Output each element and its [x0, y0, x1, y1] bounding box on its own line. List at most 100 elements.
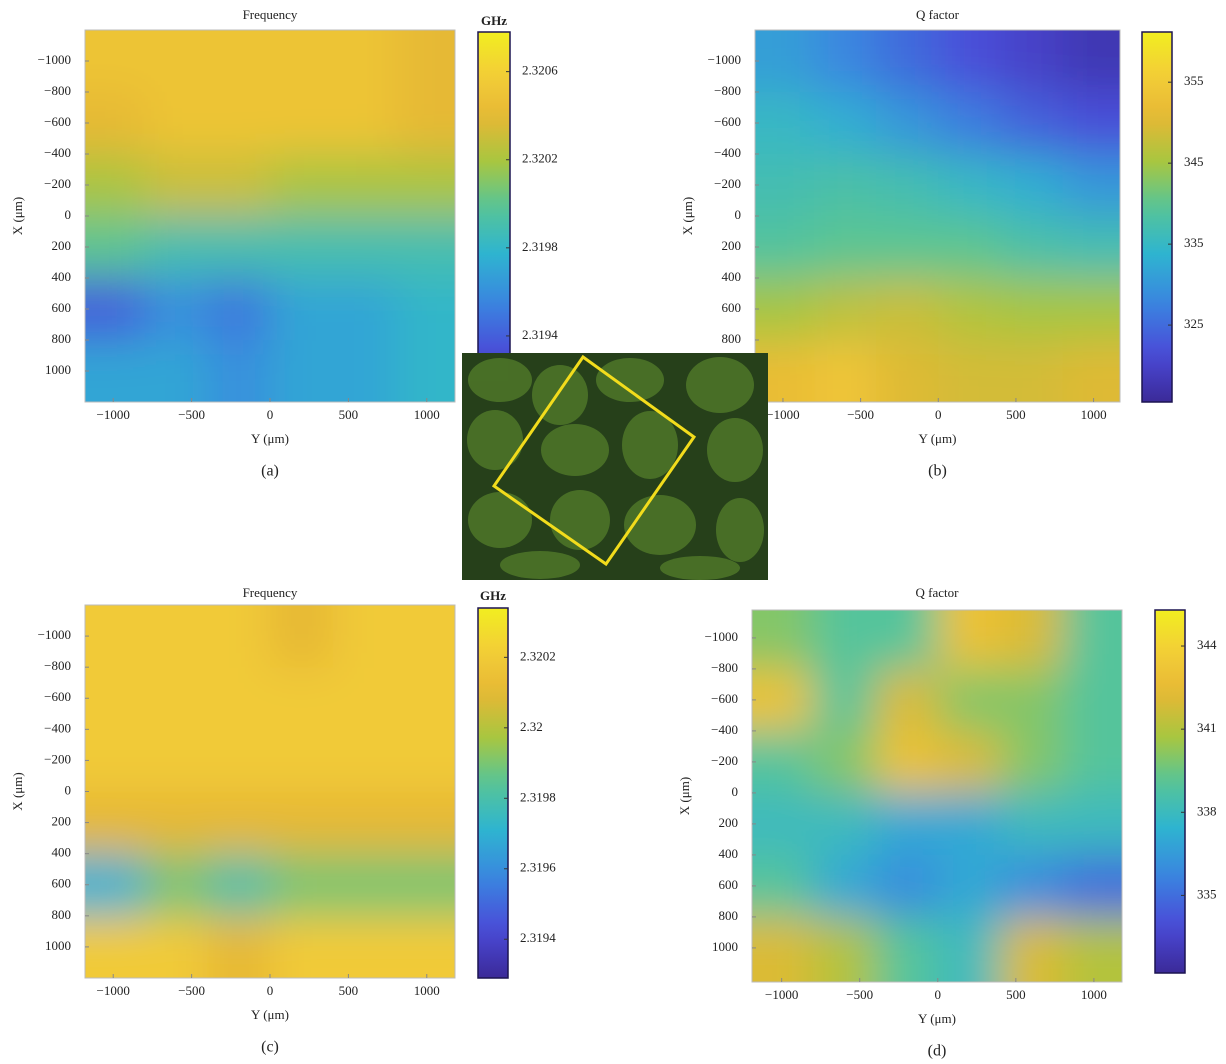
y-axis-label: X (μm): [10, 772, 25, 810]
x-tick-label: 1000: [414, 407, 440, 422]
heatmap-cell: [333, 340, 396, 463]
panel-label: (c): [261, 1039, 279, 1056]
heatmap-cell: [22, 278, 145, 341]
heatmap-cell: [333, 0, 396, 93]
heatmap-cell: [938, 855, 1001, 918]
heatmap-cell: [1000, 917, 1063, 1040]
heatmap-cell: [876, 154, 939, 217]
heatmap-cell: [876, 278, 939, 341]
colorbar-label: GHz: [480, 588, 506, 603]
heatmap-cell: [22, 154, 145, 217]
heatmap-cell: [938, 154, 1001, 217]
heatmap-cell: [938, 92, 1001, 155]
y-tick-label: −400: [711, 722, 738, 737]
y-tick-label: −200: [711, 753, 738, 768]
y-tick-label: −800: [711, 660, 738, 675]
heatmap-cell: [813, 731, 876, 794]
heatmap-cell: [207, 667, 270, 730]
heatmap-cell: [1000, 0, 1063, 93]
colorbar: [1142, 32, 1172, 402]
y-tick-label: 200: [52, 238, 72, 253]
chart-title: Frequency: [243, 7, 298, 22]
y-tick-label: 1000: [45, 938, 71, 953]
x-tick-label: 500: [1006, 407, 1026, 422]
y-tick-label: 1000: [712, 939, 738, 954]
heatmap-cell: [938, 669, 1001, 732]
colorbar: [478, 608, 508, 978]
heatmap-cell: [333, 729, 396, 792]
y-tick-label: −200: [44, 751, 71, 766]
heatmap-cell: [814, 92, 877, 155]
colorbar-tick-label: 335: [1197, 886, 1217, 901]
y-tick-label: 0: [732, 784, 739, 799]
heatmap-cell: [145, 154, 208, 217]
heatmap-cell: [22, 92, 145, 155]
y-tick-label: −400: [44, 720, 71, 735]
colorbar-tick-label: 2.3198: [520, 789, 556, 804]
y-tick-label: −600: [44, 689, 71, 704]
y-tick-label: 200: [722, 238, 742, 253]
heatmap-cell: [875, 547, 938, 670]
chart-title: Frequency: [243, 585, 298, 600]
heatmap-cell: [333, 545, 396, 668]
y-tick-label: −200: [44, 176, 71, 191]
colorbar-tick-label: 2.32: [520, 719, 543, 734]
heatmap-cells: [690, 547, 1185, 1040]
colorbar-tick-label: 341: [1197, 720, 1217, 735]
heatmap-cell: [938, 793, 1001, 856]
heatmap-cell: [692, 278, 815, 341]
heatmap-cell: [692, 0, 815, 93]
heatmap-cell: [333, 278, 396, 341]
colorbar-tick-label: 345: [1184, 154, 1204, 169]
micrograph: [462, 353, 768, 580]
x-tick-label: 1000: [414, 983, 440, 998]
heatmap-cell: [814, 154, 877, 217]
panel-label: (b): [928, 463, 947, 480]
x-tick-label: −500: [178, 407, 205, 422]
x-tick-label: 500: [339, 407, 359, 422]
heatmap-cell: [813, 855, 876, 918]
heatmap-cell: [692, 92, 815, 155]
heatmap-cell: [22, 545, 145, 668]
colorbar-tick-label: 2.3202: [520, 648, 556, 663]
x-tick-label: 0: [267, 407, 274, 422]
y-tick-label: 400: [52, 269, 72, 284]
heatmap-cell: [814, 0, 877, 93]
heatmap-cell: [207, 92, 270, 155]
heatmap-cell: [145, 792, 208, 855]
heatmap-cell: [270, 216, 333, 279]
y-tick-label: 200: [52, 814, 72, 829]
heatmap-cell: [333, 792, 396, 855]
heatmap-cell: [876, 92, 939, 155]
x-tick-label: 0: [935, 987, 942, 1002]
x-tick-label: 1000: [1081, 987, 1107, 1002]
y-tick-label: 400: [52, 845, 72, 860]
heatmap: [22, 545, 519, 1039]
x-tick-label: 0: [267, 983, 274, 998]
chart-title: Q factor: [916, 585, 960, 600]
heatmap-cell: [876, 216, 939, 279]
heatmap-cell: [270, 667, 333, 730]
heatmap-cell: [813, 917, 876, 1040]
heatmap-cell: [814, 216, 877, 279]
panel-label: (d): [928, 1043, 947, 1060]
y-tick-label: −800: [44, 658, 71, 673]
y-tick-label: 800: [52, 331, 72, 346]
heatmap-cell: [207, 729, 270, 792]
heatmap-cell: [22, 340, 145, 463]
heatmap-cell: [270, 854, 333, 917]
heatmap-cell: [333, 154, 396, 217]
y-tick-label: −600: [714, 114, 741, 129]
heatmap-cell: [22, 854, 145, 917]
heatmap-cell: [270, 729, 333, 792]
heatmap-cell: [145, 0, 208, 93]
chart-title: Q factor: [916, 7, 960, 22]
heatmap-cell: [207, 545, 270, 668]
heatmap-cell: [1000, 154, 1063, 217]
heatmap-cell: [1000, 216, 1063, 279]
y-axis-label: X (μm): [677, 777, 692, 815]
heatmap-cell: [938, 216, 1001, 279]
heatmap-cell: [938, 731, 1001, 794]
heatmap-cell: [145, 545, 208, 668]
heatmap-cell: [145, 729, 208, 792]
